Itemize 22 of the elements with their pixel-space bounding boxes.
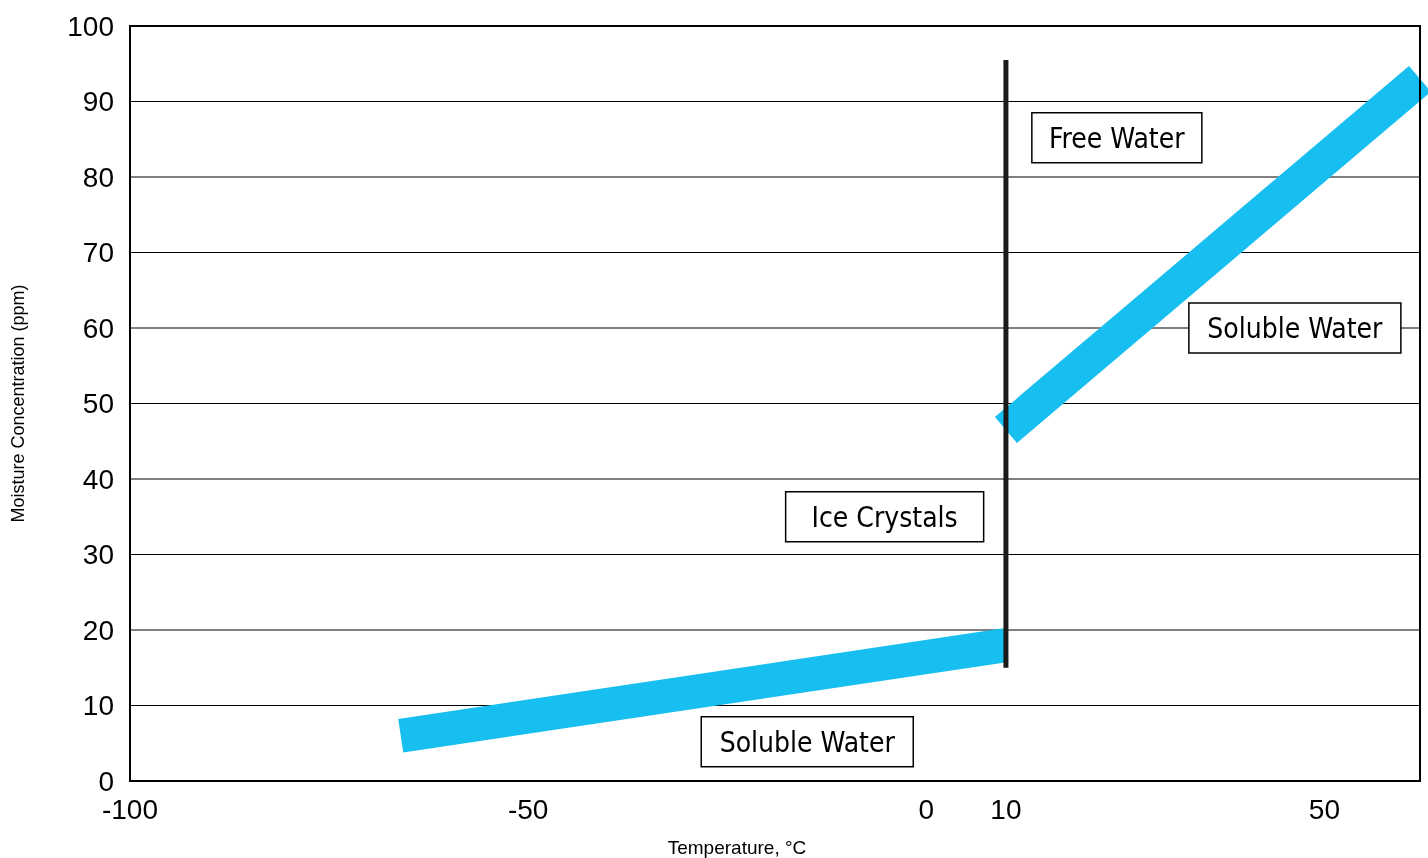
y-tick-label: 10: [82, 690, 114, 722]
annotation: Soluble Water: [719, 725, 896, 759]
y-tick-label: 60: [82, 312, 114, 344]
y-tick-label: 90: [82, 86, 114, 118]
x-tick-label: 0: [918, 794, 935, 825]
x-tick-label: 10: [990, 794, 1022, 825]
annotation: Free Water: [1049, 121, 1186, 155]
y-tick-label: 40: [82, 463, 114, 495]
y-axis-title: Moisture Concentration (ppm): [8, 284, 28, 523]
y-tick-label: 70: [82, 237, 114, 269]
x-tick-label: -100: [101, 794, 159, 825]
x-tick-label: -50: [507, 794, 549, 825]
annotation: Ice Crystals: [811, 500, 958, 534]
y-tick-label: 20: [82, 614, 114, 646]
y-tick-label: 80: [82, 161, 114, 193]
annotation: Soluble Water: [1207, 311, 1384, 345]
y-tick-label: 50: [82, 388, 114, 420]
x-axis-title: Temperature, °C: [667, 837, 807, 858]
y-tick-label: 0: [98, 765, 114, 797]
y-tick-label: 100: [67, 10, 114, 42]
x-tick-label: 50: [1308, 794, 1341, 825]
y-tick-label: 30: [82, 539, 114, 571]
